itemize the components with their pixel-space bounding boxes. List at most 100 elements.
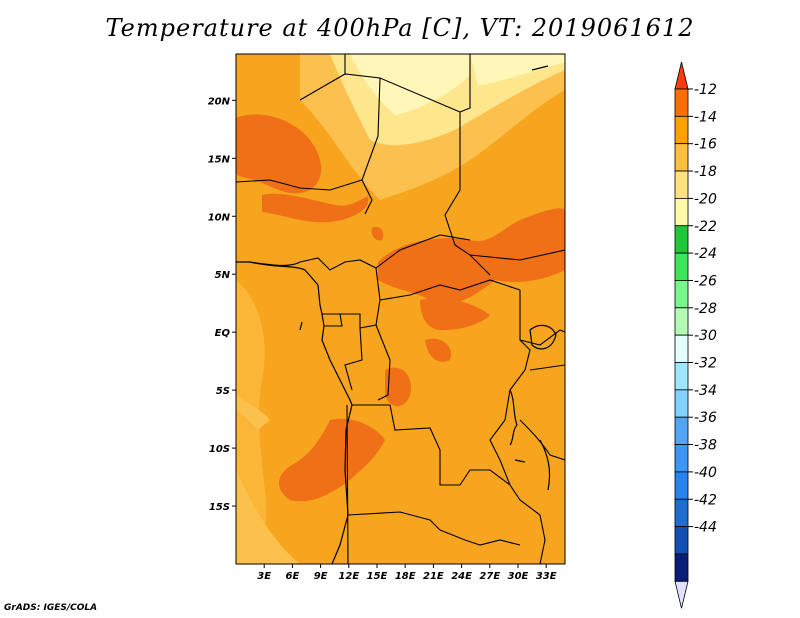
- colorbar-swatch: [674, 143, 689, 172]
- border-zambia-south: [439, 529, 521, 546]
- lon-tick-label: 24E: [451, 571, 472, 582]
- border-zambia: [459, 469, 541, 516]
- lat-tick-label: EQ: [215, 328, 231, 339]
- island-bioko: [299, 321, 303, 331]
- lat-axis: 20N 15N 10N 5N EQ 5S 10S 15S: [208, 96, 236, 513]
- lon-tick-label: 21E: [423, 571, 444, 582]
- field-southwest-light: [236, 470, 300, 564]
- colorbar-swatch: [674, 471, 689, 500]
- lon-tick-label: 12E: [338, 571, 359, 582]
- field-warm-angola: [278, 418, 385, 502]
- colorbar-swatch: [674, 362, 689, 391]
- colorbar: -12 -14 -16 -18 -20 -22 -24 -26 -28 -30 -32 -34 -36 -…: [674, 61, 717, 609]
- border-angola-west: [346, 404, 349, 564]
- colorbar-swatch: [674, 334, 689, 363]
- colorbar-label: -28: [694, 301, 717, 317]
- temperature-field: [236, 54, 565, 564]
- colorbar-swatch: [674, 115, 689, 145]
- map-title: Temperature at 400hPa [C], VT: 201906161…: [105, 14, 695, 42]
- colorbar-bottom-arrow: [674, 580, 689, 609]
- field-warm-west-strip: [262, 193, 369, 223]
- credit-text: GrADS: IGES/COLA: [4, 603, 98, 613]
- plot-frame: [235, 53, 566, 565]
- colorbar-label: -26: [694, 273, 717, 289]
- lat-tick-label: 15S: [209, 502, 230, 513]
- colorbar-label: -42: [694, 492, 717, 508]
- field-warm-blob: [425, 338, 451, 362]
- border-eq-guinea: [324, 313, 343, 327]
- lake-mweru: [514, 459, 526, 463]
- field-warm-northwest: [236, 114, 322, 194]
- lat-tick-label: 10N: [208, 212, 231, 223]
- border-tanzania-north: [529, 364, 565, 371]
- lat-tick-label: 5N: [215, 270, 231, 281]
- border-chad-sudan: [444, 54, 491, 276]
- colorbar-swatch: [674, 280, 689, 309]
- colorbar-label: -36: [694, 410, 717, 426]
- lon-tick-label: 33E: [536, 571, 557, 582]
- coast-atlantic: [236, 261, 353, 564]
- lake-malawi: [539, 439, 551, 491]
- field-warm-central-south: [420, 298, 490, 331]
- colorbar-swatch: [674, 389, 689, 418]
- colorbar-swatch: [674, 526, 689, 555]
- border-angola-drc: [352, 404, 460, 486]
- border-car-north: [375, 234, 471, 269]
- lon-tick-label: 30E: [508, 571, 529, 582]
- colorbar-swatch: [674, 444, 689, 473]
- lake-tanganyika: [509, 389, 518, 446]
- field-warm-spot: [371, 226, 384, 241]
- border-sudan-south: [469, 249, 565, 261]
- field-north-east-lightest: [470, 54, 565, 86]
- colorbar-label: -30: [694, 328, 717, 344]
- colorbar-label: -24: [694, 246, 717, 262]
- border-congo-drc: [375, 324, 391, 401]
- colorbar-swatch: [674, 252, 689, 281]
- field-west-patch: [236, 395, 270, 430]
- colorbar-label: -34: [694, 383, 717, 399]
- lon-tick-label: 9E: [314, 571, 328, 582]
- colorbar-label: -22: [694, 219, 717, 235]
- colorbar-swatch: [674, 498, 689, 528]
- border-uganda-kenya: [519, 329, 565, 346]
- lon-tick-label: 6E: [286, 571, 300, 582]
- border-tanzania-south: [519, 419, 565, 461]
- colorbar-top-arrow: [674, 61, 689, 90]
- coastline: [236, 65, 557, 564]
- lon-tick-label: 3E: [257, 571, 271, 582]
- colorbar-label: -20: [694, 191, 717, 207]
- colorbar-swatch: [674, 170, 689, 199]
- lat-tick-label: 15N: [208, 154, 231, 165]
- colorbar-swatch: [674, 307, 689, 336]
- lake-victoria: [529, 324, 557, 350]
- field-north-lightest: [350, 54, 470, 115]
- border-mozambique: [539, 514, 546, 564]
- lat-tick-label: 20N: [208, 96, 231, 107]
- colorbar-swatch: [674, 416, 689, 445]
- lon-tick-label: 18E: [395, 571, 416, 582]
- colorbar-label: -16: [694, 137, 717, 153]
- colorbar-swatch: [674, 197, 689, 227]
- border-libya-chad: [379, 77, 461, 113]
- border-angola-namibia: [347, 511, 441, 531]
- colorbar-swatch: [674, 88, 689, 117]
- border-sahel: [236, 179, 363, 191]
- lon-tick-label: 15E: [367, 571, 388, 582]
- colorbar-label: -32: [694, 356, 717, 372]
- colorbar-label: -12: [694, 82, 717, 98]
- colorbar-label: -14: [694, 109, 717, 125]
- colorbar-label: -44: [694, 520, 717, 536]
- field-warm-congo: [385, 367, 411, 407]
- lon-tick-label: 27E: [479, 571, 500, 582]
- colorbar-label: -18: [694, 164, 717, 180]
- border-congo-gabon: [344, 327, 363, 391]
- colorbar-swatch: [674, 553, 689, 582]
- colorbar-label: -38: [694, 438, 717, 454]
- colorbar-swatch: [674, 225, 689, 254]
- lon-axis: 3E 6E 9E 12E 15E 18E 21E 24E 27E 30E 33E: [257, 564, 557, 582]
- lat-tick-label: 5S: [216, 386, 230, 397]
- lat-tick-label: 10S: [209, 444, 230, 455]
- coast-northeast: [531, 65, 549, 71]
